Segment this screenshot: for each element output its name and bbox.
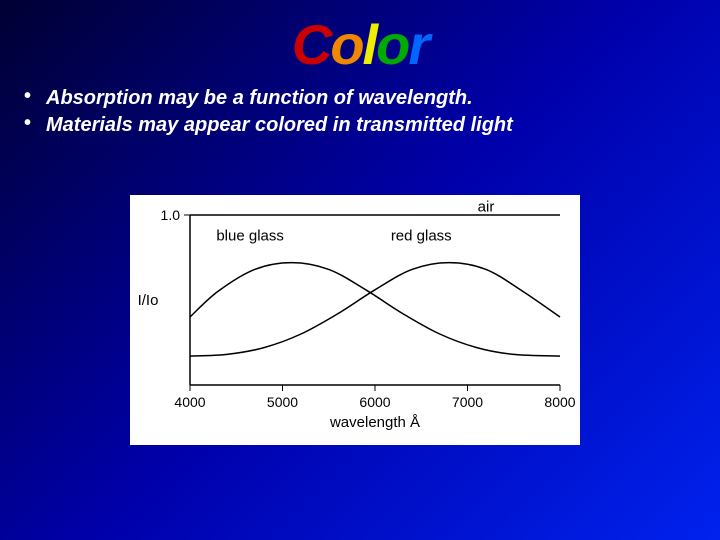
bullet-item: Materials may appear colored in transmit… (24, 112, 696, 139)
series-red_glass (190, 263, 560, 357)
title-letter: l (363, 12, 377, 77)
title-letter: o (330, 12, 362, 77)
transmission-chart: 4000 5000 6000 7000 8000 1.0 wavelength Å I/Io a… (130, 195, 580, 445)
series-label-air: air (478, 199, 495, 216)
slide-title: Color (0, 0, 720, 77)
svg-text:4000: 4000 (174, 394, 205, 410)
title-letter: o (376, 12, 408, 77)
svg-text:5000: 5000 (267, 394, 298, 410)
svg-text:1.0: 1.0 (161, 207, 181, 223)
svg-text:7000: 7000 (452, 394, 483, 410)
series-label-blue_glass: blue glass (216, 228, 284, 245)
svg-text:I/Io: I/Io (138, 292, 159, 309)
svg-text:6000: 6000 (359, 394, 390, 410)
series-blue_glass (190, 263, 560, 357)
bullet-list: Absorption may be a function of waveleng… (0, 77, 720, 139)
svg-text:wavelength Å: wavelength Å (329, 414, 420, 431)
svg-text:8000: 8000 (544, 394, 575, 410)
series-label-red_glass: red glass (391, 228, 452, 245)
bullet-item: Absorption may be a function of waveleng… (24, 85, 696, 112)
title-letter: C (292, 12, 330, 77)
title-letter: r (408, 12, 428, 77)
